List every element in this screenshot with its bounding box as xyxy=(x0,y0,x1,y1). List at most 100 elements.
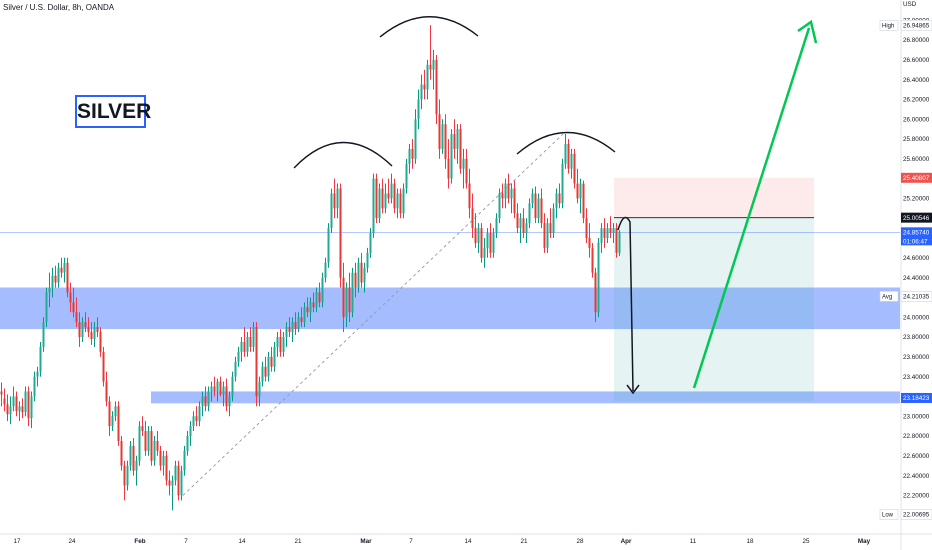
candle-body xyxy=(183,450,186,471)
candle-body xyxy=(33,376,36,397)
candle-body xyxy=(339,188,342,278)
candle-body xyxy=(357,262,360,288)
candle-body xyxy=(93,327,96,339)
candle-body xyxy=(399,193,402,214)
candle-body xyxy=(276,337,279,347)
x-tick-label: 14 xyxy=(238,538,246,545)
candle-body xyxy=(513,188,516,214)
candle-body xyxy=(69,292,72,303)
candle-body xyxy=(573,153,576,184)
candle-body xyxy=(180,470,183,496)
candle-body xyxy=(246,337,249,352)
y-tick-label: 22.60000 xyxy=(903,453,930,460)
candle-body xyxy=(501,193,504,199)
x-tick-label: Feb xyxy=(134,538,145,545)
high-price-tag-bg xyxy=(879,19,899,31)
candle-body xyxy=(123,465,126,486)
candle-body xyxy=(519,218,522,229)
avg-price-value: 24.21035 xyxy=(903,294,930,301)
x-tick-label: 11 xyxy=(690,538,697,545)
candle-body xyxy=(213,386,216,392)
candle-body xyxy=(444,124,447,159)
support-zone-upper xyxy=(0,287,900,330)
candle-body xyxy=(27,391,30,419)
candle-body xyxy=(42,322,45,347)
candle-body xyxy=(414,119,417,159)
candle-body xyxy=(243,341,246,352)
candle-body xyxy=(294,322,297,330)
candle-body xyxy=(15,396,18,412)
candle-body xyxy=(132,445,135,471)
candle-body xyxy=(210,386,213,392)
candle-body xyxy=(468,183,471,209)
candle-body xyxy=(225,386,228,407)
x-tick-label: 17 xyxy=(13,538,21,545)
candle-body xyxy=(201,396,204,407)
y-tick-label: 22.20000 xyxy=(903,493,930,500)
candle-body xyxy=(312,302,315,308)
head-arc xyxy=(379,16,479,38)
candle-body xyxy=(525,223,528,234)
x-tick-label: 24 xyxy=(68,538,76,545)
candle-body xyxy=(138,426,141,461)
y-tick-label: 26.40000 xyxy=(903,77,930,84)
candle-body xyxy=(174,465,177,481)
candle-body xyxy=(156,440,159,451)
x-tick-label: 25 xyxy=(802,538,810,545)
avg-price-tag-bg xyxy=(879,291,899,302)
x-tick-label: 7 xyxy=(184,538,188,545)
down-arrow-head xyxy=(626,384,640,395)
candle-body xyxy=(474,228,477,243)
candle-body xyxy=(576,183,579,199)
candle-body xyxy=(330,193,333,229)
candle-body xyxy=(30,396,33,419)
candle-body xyxy=(555,193,558,209)
y-tick-label: 24.40000 xyxy=(903,275,930,282)
candle-body xyxy=(480,228,483,258)
candle-body xyxy=(111,416,114,427)
candle-body xyxy=(384,193,387,209)
silver-label-box[interactable]: SILVER xyxy=(75,95,151,128)
candle-body xyxy=(459,129,462,169)
x-tick-label: 21 xyxy=(294,538,302,545)
up-arrow-head xyxy=(797,19,818,44)
candle-body xyxy=(186,436,189,451)
candle-body xyxy=(447,158,450,179)
candle-body xyxy=(240,341,243,352)
candle-body xyxy=(0,391,3,395)
candle-body xyxy=(450,134,453,179)
candle-body xyxy=(273,346,276,367)
candle-body xyxy=(372,178,375,234)
candle-body xyxy=(315,292,318,308)
x-tick-label: 28 xyxy=(576,538,584,545)
candle-body xyxy=(435,59,438,115)
candle-body xyxy=(378,188,381,219)
candle-body xyxy=(429,64,432,70)
stop-price-tag-bg xyxy=(901,172,932,183)
down-arrow-line xyxy=(617,216,634,392)
candle-body xyxy=(54,275,57,283)
candle-body xyxy=(507,183,510,199)
candle-body xyxy=(567,143,570,169)
candle-body xyxy=(45,292,48,323)
candle-body xyxy=(141,426,144,432)
candle-body xyxy=(438,114,441,149)
candle-body xyxy=(219,381,222,395)
y-tick-label: 23.80000 xyxy=(903,334,930,341)
y-tick-label: 22.40000 xyxy=(903,473,930,480)
up-arrow-line xyxy=(692,27,811,389)
x-tick-label: 14 xyxy=(464,538,472,545)
x-tick-label: Apr xyxy=(621,538,632,545)
candle-body xyxy=(279,337,282,352)
position-risk-area xyxy=(614,177,814,218)
candle-body xyxy=(465,158,468,184)
candle-body xyxy=(471,208,474,229)
candle-body xyxy=(24,391,27,413)
candle-body xyxy=(489,233,492,253)
candle-body xyxy=(606,228,609,238)
right-shoulder-arc xyxy=(516,131,616,155)
candle-body xyxy=(39,346,42,372)
candle-body xyxy=(159,450,162,466)
